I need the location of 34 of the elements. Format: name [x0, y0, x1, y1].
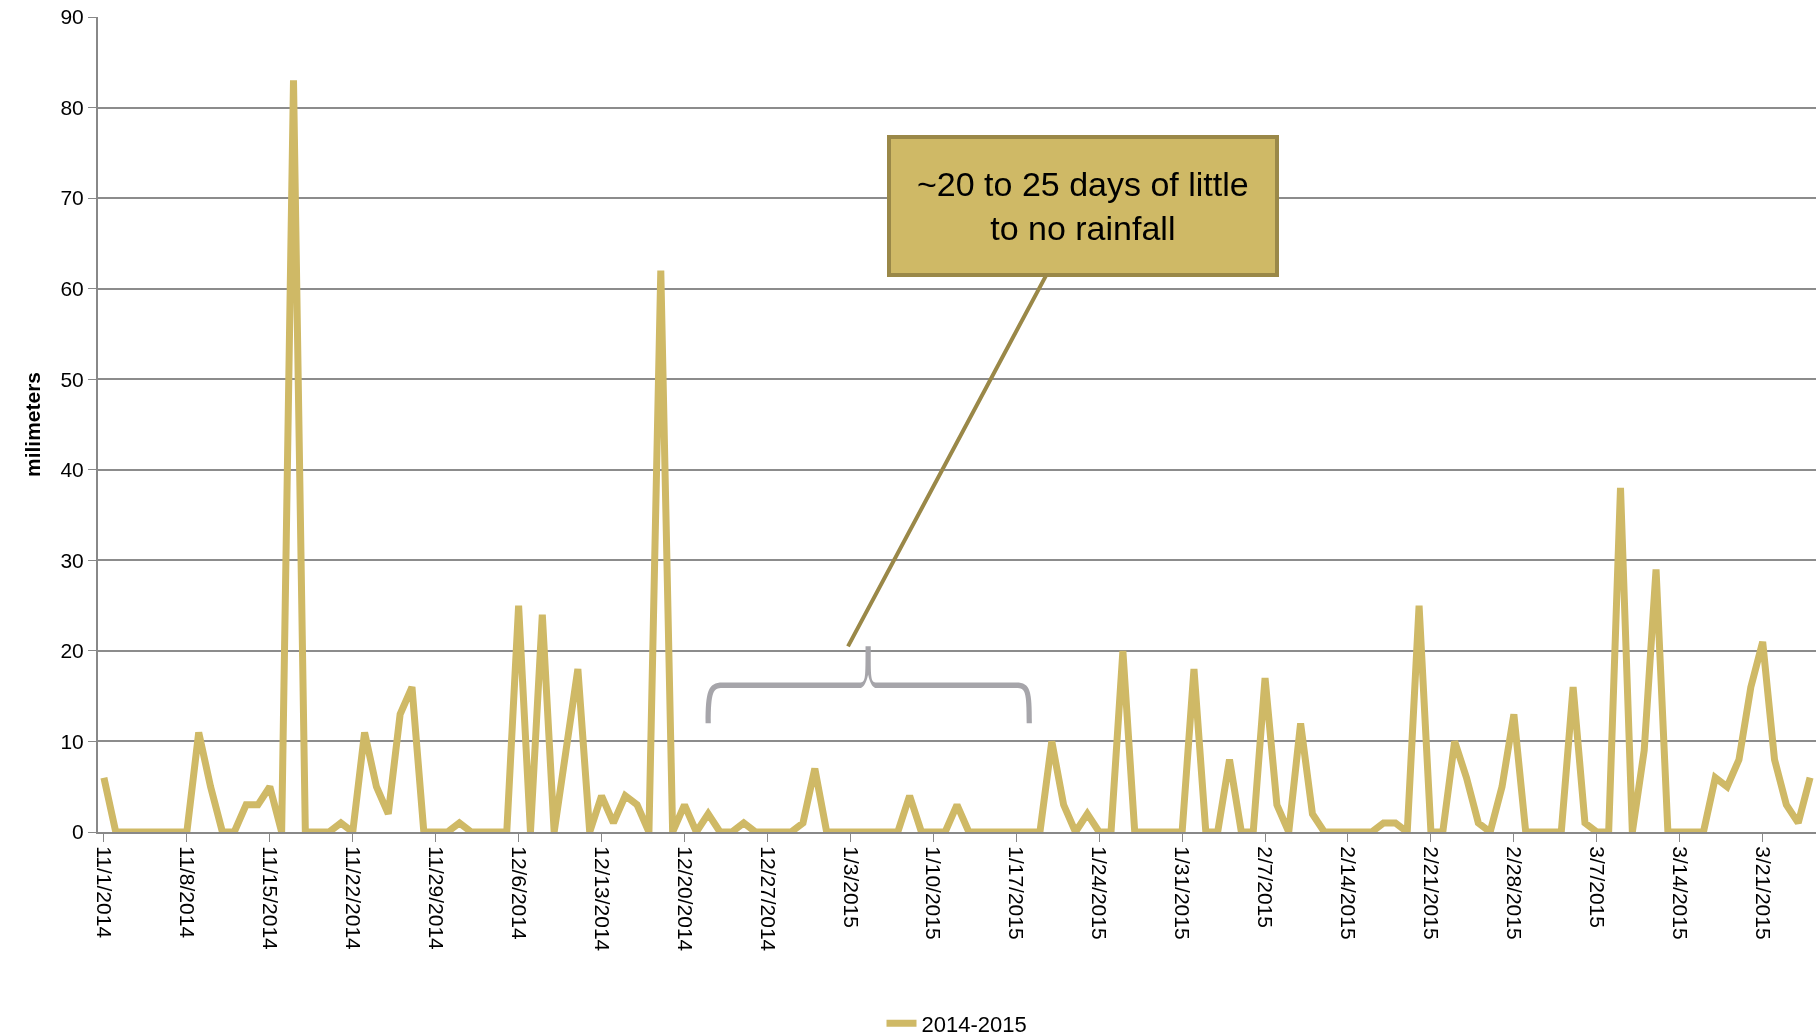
x-tick-label: 11/29/2014: [424, 846, 448, 951]
y-tick-label: 80: [60, 95, 84, 119]
y-tick-label: 50: [60, 367, 84, 391]
x-tick-label: 1/10/2015: [922, 846, 946, 940]
x-tick-label: 2/28/2015: [1503, 846, 1527, 940]
x-tick-label: 1/24/2015: [1088, 846, 1112, 940]
x-tick-label: 2/14/2015: [1337, 846, 1361, 940]
x-tick-label: 3/14/2015: [1668, 846, 1692, 940]
y-tick-label: 30: [60, 548, 84, 572]
x-tick-label: 11/22/2014: [341, 846, 365, 951]
annotation: ~20 to 25 days of little to no rainfall: [917, 165, 1249, 248]
y-axis-title: milimeters: [21, 371, 45, 478]
x-tick-label: 11/8/2014: [176, 846, 200, 939]
y-tick-label: 0: [72, 820, 84, 844]
x-tick-label: 12/20/2014: [673, 846, 697, 952]
x-tick-label: 11/1/2014: [93, 846, 117, 939]
x-tick-label: 1/31/2015: [1171, 846, 1195, 940]
legend-label: 2014-2015: [921, 1011, 1027, 1036]
y-tick-label: 70: [60, 186, 84, 210]
x-tick-label: 3/21/2015: [1751, 846, 1775, 940]
y-tick-label: 90: [60, 5, 84, 29]
y-tick-label: 20: [60, 639, 84, 663]
y-tick-label: 10: [60, 729, 84, 753]
x-tick-label: 2/7/2015: [1254, 846, 1278, 928]
x-tick-label: 12/13/2014: [590, 846, 614, 952]
x-tick-label: 1/3/2015: [839, 846, 863, 928]
y-tick-label: 60: [60, 277, 84, 301]
x-tick-label: 1/17/2015: [1005, 846, 1029, 940]
x-tick-label: 3/7/2015: [1585, 846, 1609, 928]
x-tick-label: 2/21/2015: [1420, 846, 1444, 940]
x-tick-label: 12/6/2014: [507, 846, 531, 940]
x-tick-label: 12/27/2014: [756, 846, 780, 952]
x-tick-label: 11/15/2014: [258, 846, 282, 951]
y-tick-label: 40: [60, 458, 84, 482]
